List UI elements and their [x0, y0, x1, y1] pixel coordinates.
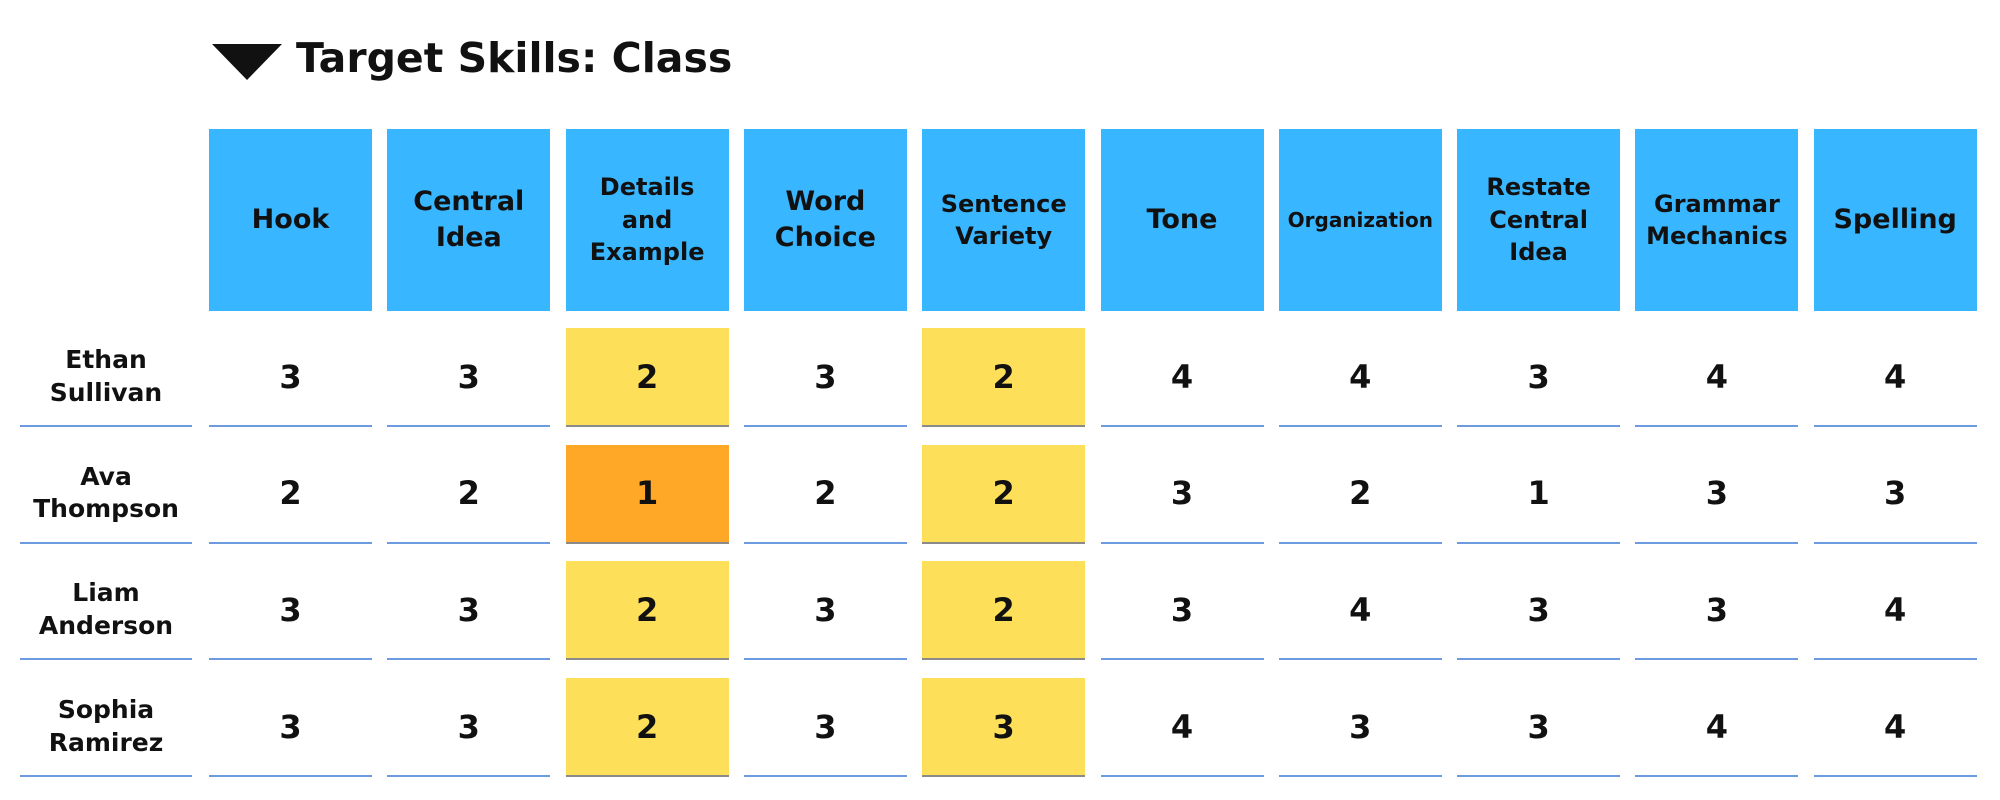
score-cell: 2 [565, 328, 729, 427]
column-header: Central Idea [387, 129, 551, 311]
score-cell: 3 [922, 678, 1086, 778]
score-cell: 2 [565, 678, 729, 778]
score-cell: 3 [387, 328, 551, 427]
score-cell: 2 [1278, 445, 1442, 544]
score-cell: 3 [1457, 678, 1621, 778]
column-header: Organization [1278, 129, 1442, 311]
student-name: Sophia Ramirez [20, 678, 192, 778]
score-cell: 4 [1278, 561, 1442, 661]
score-cell: 4 [1278, 328, 1442, 427]
score-cell: 3 [1278, 678, 1442, 778]
score-cell: 4 [1100, 678, 1264, 778]
score-cell: 3 [1635, 445, 1799, 544]
score-cell: 4 [1813, 678, 1977, 778]
score-cell: 3 [209, 678, 372, 778]
score-cell: 1 [1457, 445, 1621, 544]
score-cell: 4 [1635, 678, 1799, 778]
column-header: Sentence Variety [922, 129, 1086, 311]
score-cell: 3 [1100, 445, 1264, 544]
score-cell: 3 [743, 328, 907, 427]
score-cell: 2 [922, 444, 1086, 544]
score-cell: 4 [1100, 328, 1264, 427]
score-cell: 4 [1635, 328, 1799, 427]
student-name: Ava Thompson [20, 445, 192, 544]
score-cell: 2 [922, 561, 1086, 661]
score-cell: 3 [1100, 561, 1264, 661]
column-header: Spelling [1813, 129, 1977, 311]
score-cell: 2 [209, 445, 372, 544]
score-cell: 4 [1813, 561, 1977, 661]
score-cell: 3 [387, 561, 551, 661]
student-name: Liam Anderson [20, 561, 192, 661]
column-header: Grammar Mechanics [1635, 129, 1799, 311]
score-cell: 4 [1813, 328, 1977, 427]
column-header: Hook [209, 129, 372, 311]
column-header: Tone [1100, 129, 1264, 311]
score-cell: 3 [209, 561, 372, 661]
score-cell: 2 [387, 445, 551, 544]
score-cell: 3 [1813, 445, 1977, 544]
column-header: Word Choice [743, 129, 907, 311]
section-title: Target Skills: Class [296, 34, 733, 82]
column-header: Restate Central Idea [1457, 129, 1621, 311]
student-name: Ethan Sullivan [20, 328, 192, 427]
score-cell: 3 [1635, 561, 1799, 661]
score-cell: 3 [209, 328, 372, 427]
column-header: Details and Example [565, 129, 729, 311]
score-cell: 2 [922, 328, 1086, 427]
score-cell: 2 [743, 445, 907, 544]
score-cell: 3 [743, 678, 907, 778]
score-cell: 3 [1457, 328, 1621, 427]
score-cell: 2 [565, 561, 729, 661]
score-cell: 1 [565, 444, 729, 544]
score-cell: 3 [743, 561, 907, 661]
collapse-toggle[interactable] [212, 44, 284, 82]
score-cell: 3 [1457, 561, 1621, 661]
score-cell: 3 [387, 678, 551, 778]
